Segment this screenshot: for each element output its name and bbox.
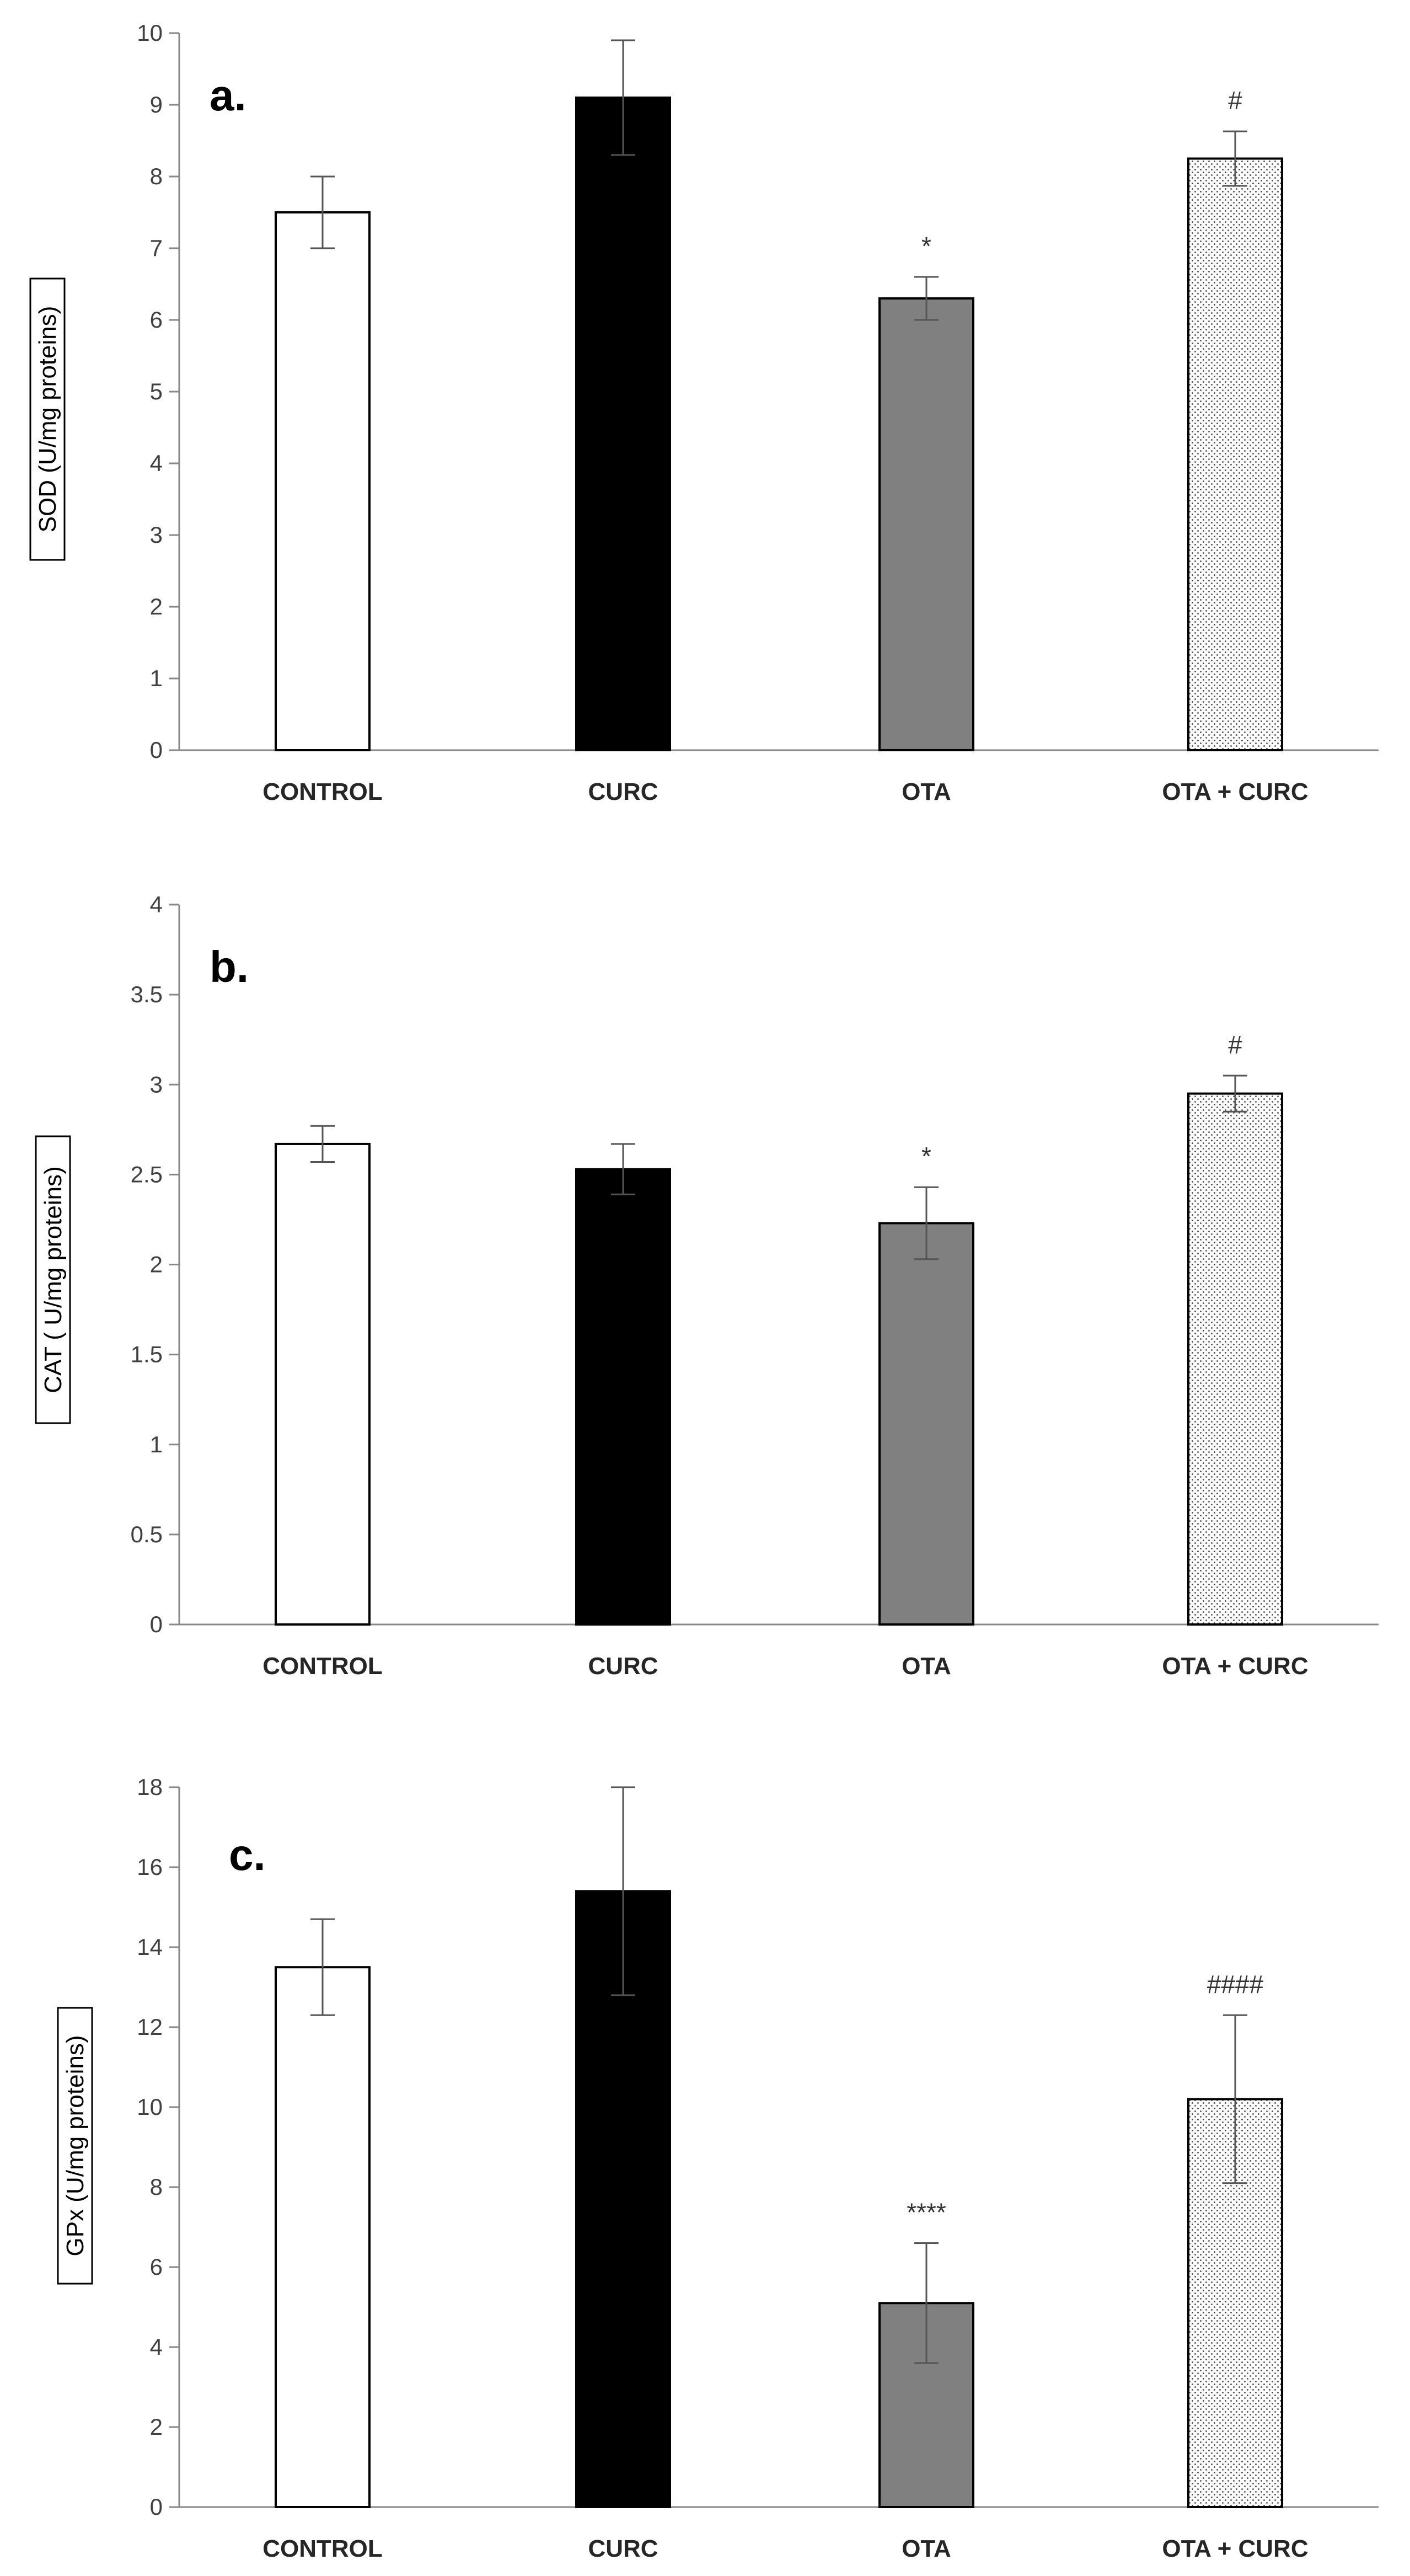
category-label: CURC [588,2535,658,2562]
y-tick-label: 10 [137,2094,163,2120]
significance-marker: * [921,232,931,260]
category-label: OTA + CURC [1162,2535,1308,2562]
category-label: CONTROL [262,1653,383,1680]
category-label: OTA + CURC [1162,778,1308,805]
panel-label: a. [210,71,246,120]
y-tick-label: 0 [150,1611,163,1637]
panel-c-gpx-chart: 0 2 4 6 8 10 12 14 16 18 CONTROL CURC **** OTA #### OTA… [57,1774,1379,2562]
y-tick-label: 2 [150,594,163,619]
y-tick-label: 10 [137,20,163,46]
y-tick-label: 6 [150,307,163,333]
category-label: CURC [588,1653,658,1680]
y-tick-label: 3.5 [131,981,163,1007]
category-label: OTA + CURC [1162,1653,1308,1680]
y-axis-label-group: CAT ( U/mg proteins) [35,1135,71,1424]
y-tick-label: 0 [150,2494,163,2520]
y-tick-label: 2 [150,1252,163,1278]
y-tick-label: 4 [150,2334,163,2360]
bar-ota [878,297,974,751]
y-tick-label: 8 [150,2174,163,2200]
panel-b-cat-chart: 0 0.5 1 1.5 2 2.5 3 3.5 4 CONTROL CURC * OTA # OTA + C… [35,891,1379,1680]
y-tick-label: 1.5 [131,1342,163,1367]
y-tick-label: 12 [137,2014,163,2040]
y-tick-label: 9 [150,92,163,117]
category-label: CONTROL [262,2535,383,2562]
significance-marker: **** [907,2198,946,2227]
bar-ota-curc [1187,1092,1283,1626]
panel-label: c. [229,1830,266,1879]
panel-a-sod-chart: 0 1 2 3 4 5 6 7 8 9 10 CONTROL CURC * OTA # OTA + CURC a.… [29,20,1379,805]
category-label: OTA [902,778,951,805]
y-tick-label: 16 [137,1854,163,1880]
y-tick-label: 7 [150,235,163,261]
y-tick-label: 2 [150,2414,163,2440]
y-tick-label: 0.5 [131,1521,163,1547]
category-label: CONTROL [262,778,383,805]
y-tick-label: 8 [150,163,163,189]
bar-ota-curc [1187,157,1283,751]
significance-marker: #### [1207,1970,1264,1998]
panel-label: b. [210,942,249,991]
y-axis-label-box [29,277,66,561]
bar-curc [575,97,671,751]
y-axis-label-group: SOD (U/mg proteins) [29,277,66,561]
y-tick-label: 3 [150,522,163,548]
y-tick-label: 1 [150,665,163,691]
significance-marker: # [1228,86,1242,115]
y-axis-label: SOD (U/mg proteins) [34,306,61,533]
y-tick-label: 4 [150,891,163,917]
y-tick-label: 5 [150,378,163,404]
y-axis-label-box [35,1135,71,1424]
y-axis-label-group: GPx (U/mg proteins) [57,2007,93,2285]
y-axis-label: CAT ( U/mg proteins) [40,1166,67,1393]
category-label: OTA [902,1653,951,1680]
y-tick-label: 0 [150,737,163,763]
y-tick-label: 6 [150,2254,163,2280]
y-tick-label: 18 [137,1774,163,1800]
y-tick-label: 4 [150,450,163,476]
significance-marker: # [1228,1030,1242,1059]
category-label: OTA [902,2535,951,2562]
bar-curc [575,1168,671,1626]
y-axis-label-box [57,2007,93,2285]
significance-marker: * [921,1142,931,1171]
y-tick-label: 3 [150,1071,163,1097]
bar-control [275,1142,371,1626]
bar-control [275,1966,371,2508]
y-tick-label: 2.5 [131,1161,163,1187]
y-axis-label: GPx (U/mg proteins) [62,2035,89,2257]
y-tick-label: 1 [150,1431,163,1457]
bar-ota [878,1222,974,1626]
y-tick-label: 14 [137,1934,163,1960]
category-label: CURC [588,778,658,805]
bar-control [275,211,371,751]
